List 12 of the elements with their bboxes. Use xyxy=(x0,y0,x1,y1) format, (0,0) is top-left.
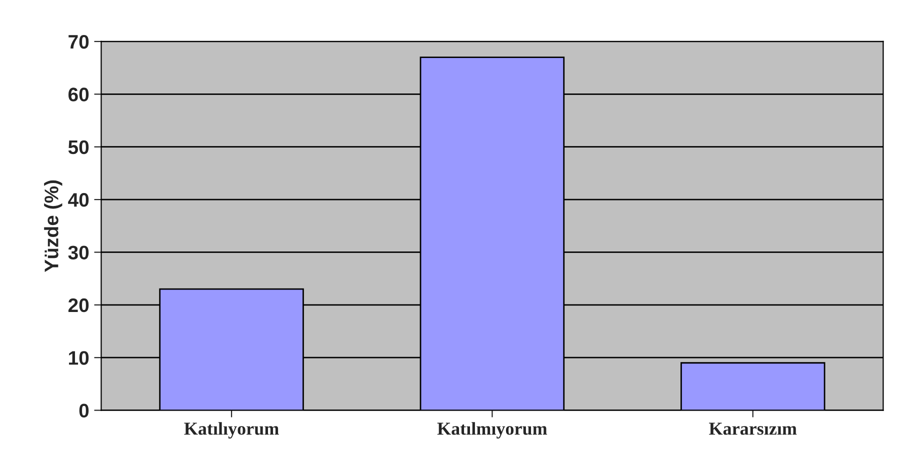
y-tick-label: 0 xyxy=(79,404,89,418)
x-tick-label: Katılıyorum xyxy=(184,422,279,439)
y-tick-label: 30 xyxy=(68,246,89,260)
x-tick-label: Katılmıyorum xyxy=(437,422,548,439)
y-tick-label: 20 xyxy=(68,298,89,312)
y-tick-label: 60 xyxy=(68,88,89,102)
y-tick-label: 50 xyxy=(68,140,89,154)
y-tick-label: 10 xyxy=(68,351,89,365)
y-tick-label: 40 xyxy=(68,193,89,207)
x-tick-label: Kararsızım xyxy=(709,422,797,435)
y-tick-label: 70 xyxy=(68,34,89,49)
y-axis-title: Yüzde (%) xyxy=(44,180,62,272)
